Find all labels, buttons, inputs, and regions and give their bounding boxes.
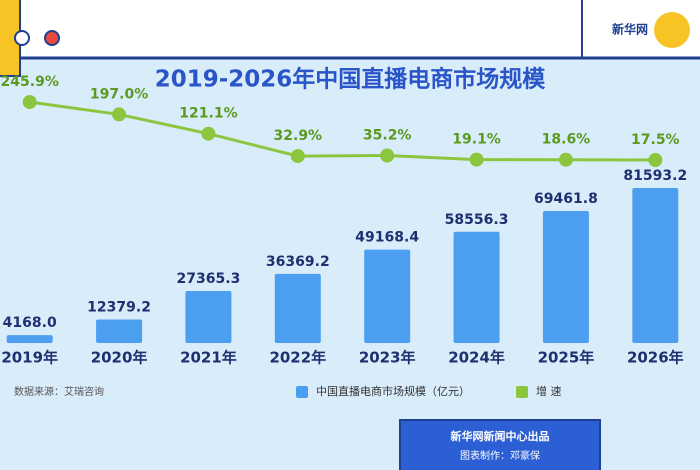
- chart-title: 2019-2026年中国直播电商市场规模: [155, 66, 547, 93]
- line: [29, 100, 656, 162]
- source: 数据来源：艾瑞咨询: [14, 385, 104, 398]
- bar-label: 4168.0: [3, 315, 57, 331]
- line-label: 18.6%: [542, 132, 591, 148]
- x-tick-label: 2019年: [1, 349, 58, 367]
- line-point: [112, 107, 127, 122]
- legend-swatch: [296, 386, 308, 398]
- line-point: [648, 153, 663, 167]
- bar-label: 12379.2: [87, 299, 151, 315]
- logo-mark: [654, 12, 690, 48]
- logo: 新华网: [612, 22, 648, 37]
- x-tick-label: 2021年: [180, 349, 237, 367]
- credit-box: [399, 419, 601, 470]
- bar-label: 27365.3: [177, 271, 241, 287]
- line-label: 245.9%: [1, 74, 59, 90]
- dot: [14, 30, 30, 46]
- line-label: 197.0%: [90, 86, 148, 102]
- line-point: [469, 152, 484, 167]
- line-label: 32.9%: [274, 128, 323, 144]
- bar: [274, 273, 321, 343]
- bar: [453, 231, 500, 343]
- bar: [96, 319, 143, 343]
- maker: 图表制作：邓豪保: [460, 449, 540, 462]
- bar-label: 58556.3: [445, 212, 509, 228]
- line-label: 35.2%: [363, 128, 412, 144]
- bar-label: 69461.8: [534, 191, 598, 207]
- dot: [44, 30, 60, 46]
- x-tick-label: 2023年: [359, 349, 416, 367]
- x-tick-label: 2022年: [269, 349, 326, 367]
- bar-label: 49168.4: [355, 230, 419, 246]
- bar: [6, 335, 53, 343]
- bar: [185, 291, 232, 343]
- credit: 新华网新闻中心出品: [451, 429, 550, 443]
- legend-label: 增 速: [536, 384, 562, 398]
- bar: [542, 211, 589, 343]
- bar: [364, 249, 411, 343]
- x-tick-label: 2024年: [448, 349, 505, 367]
- line-point: [380, 148, 395, 163]
- panel: [0, 58, 700, 470]
- line-label: 121.1%: [179, 106, 237, 122]
- x-tick-label: 2026年: [627, 349, 684, 367]
- bar: [632, 188, 679, 343]
- x-tick-label: 2020年: [91, 349, 148, 367]
- line-label: 17.5%: [631, 132, 680, 148]
- bar-label: 36369.2: [266, 254, 330, 270]
- line-point: [201, 126, 216, 141]
- legend-label: 中国直播电商市场规模（亿元）: [316, 384, 470, 398]
- line-point: [558, 152, 573, 167]
- line-label: 19.1%: [452, 132, 501, 148]
- x-tick-label: 2025年: [538, 349, 595, 367]
- line-point: [22, 95, 37, 109]
- bar-label: 81593.2: [623, 168, 687, 184]
- line-point: [290, 149, 305, 164]
- legend-swatch: [516, 386, 528, 398]
